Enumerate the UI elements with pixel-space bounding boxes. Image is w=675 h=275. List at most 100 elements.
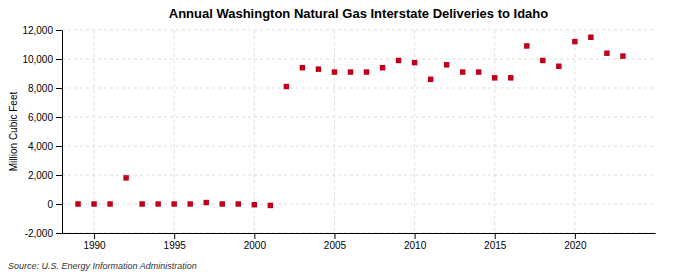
grid-line — [62, 117, 655, 118]
point — [524, 43, 529, 48]
tick-label: 0 — [47, 199, 53, 210]
y-label: Million Cubic Feet — [8, 92, 19, 172]
point — [284, 84, 289, 89]
point — [316, 66, 321, 71]
tick-label: 2015 — [484, 240, 507, 251]
tick-mark — [56, 59, 62, 60]
tick-label: 1990 — [83, 240, 106, 251]
tick-mark — [56, 88, 62, 89]
tick-mark — [56, 30, 62, 31]
point — [620, 53, 625, 58]
tick: 1990 — [83, 233, 106, 251]
point — [540, 58, 545, 63]
tick-mark — [415, 233, 416, 239]
tick: 2010 — [404, 233, 427, 251]
tick-label: -2,000 — [25, 228, 54, 239]
tick-label: 12,000 — [22, 25, 53, 36]
annotation: Source: U.S. Energy Information Administ… — [8, 261, 197, 271]
tick-label: 2010 — [404, 240, 427, 251]
grid — [62, 30, 655, 233]
tick-mark — [56, 204, 62, 205]
point — [492, 75, 497, 80]
tick: 2000 — [244, 233, 267, 251]
title: Annual Washington Natural Gas Interstate… — [169, 6, 549, 21]
point — [139, 201, 144, 206]
chart: 1990 1995 2000 2005 2010 2015 2020 -2,000 0 2,000… — [0, 0, 675, 275]
tick-mark — [56, 146, 62, 147]
tick-mark — [575, 233, 576, 239]
tick: 4,000 — [28, 141, 62, 152]
tick: 2015 — [484, 233, 507, 251]
tick-mark — [495, 233, 496, 239]
grid-line — [62, 59, 655, 60]
point — [107, 201, 112, 206]
point — [556, 64, 561, 69]
point — [460, 69, 465, 74]
tick-label: 8,000 — [28, 83, 53, 94]
point — [604, 50, 609, 55]
tick-label: 10,000 — [22, 54, 53, 65]
y-axis: -2,000 0 2,000 4,000 6,000 8,000 10,000 12,000 — [22, 25, 62, 239]
point — [396, 58, 401, 63]
point — [236, 201, 241, 206]
tick: 2,000 — [28, 170, 62, 181]
tick-label: 4,000 — [28, 141, 53, 152]
tick-label: 1995 — [164, 240, 187, 251]
point — [428, 77, 433, 82]
point — [380, 65, 385, 70]
point — [155, 201, 160, 206]
grid-line — [574, 30, 575, 233]
point — [332, 69, 337, 74]
grid-line — [334, 30, 335, 233]
tick-mark — [56, 117, 62, 118]
tick-label: 2000 — [244, 240, 267, 251]
tick-label: 2005 — [324, 240, 347, 251]
grid-line — [494, 30, 495, 233]
point — [508, 75, 513, 80]
tick: 6,000 — [28, 112, 62, 123]
point — [476, 69, 481, 74]
tick-mark — [94, 233, 95, 239]
point — [348, 69, 353, 74]
point — [204, 200, 209, 205]
tick: 0 — [47, 199, 62, 210]
tick-label: 6,000 — [28, 112, 53, 123]
tick-label: 2020 — [564, 240, 587, 251]
tick: 12,000 — [22, 25, 62, 36]
tick-mark — [334, 233, 335, 239]
tick: 10,000 — [22, 54, 62, 65]
tick-mark — [174, 233, 175, 239]
plot: 1990 1995 2000 2005 2010 2015 2020 -2,000 0 2,000… — [22, 25, 655, 251]
tick-mark — [254, 233, 255, 239]
tick: 8,000 — [28, 83, 62, 94]
grid-line — [62, 88, 655, 89]
point — [252, 202, 257, 207]
point — [75, 201, 80, 206]
tick-mark — [56, 175, 62, 176]
point — [364, 69, 369, 74]
tick: -2,000 — [25, 228, 62, 239]
point — [171, 201, 176, 206]
points — [75, 35, 625, 209]
point — [268, 203, 273, 208]
point — [187, 201, 192, 206]
point — [412, 60, 417, 65]
grid-line — [62, 175, 655, 176]
point — [91, 201, 96, 206]
point — [300, 65, 305, 70]
grid-line — [62, 30, 655, 31]
point — [220, 201, 225, 206]
tick: 1995 — [164, 233, 187, 251]
tick-mark — [56, 233, 62, 234]
grid-line — [62, 204, 655, 205]
tick: 2005 — [324, 233, 347, 251]
point — [572, 39, 577, 44]
point — [588, 35, 593, 40]
grid-line — [62, 233, 655, 234]
x-axis: 1990 1995 2000 2005 2010 2015 2020 — [63, 233, 656, 251]
point — [123, 175, 128, 180]
tick-label: 2,000 — [28, 170, 53, 181]
point — [444, 62, 449, 67]
grid-line — [62, 146, 655, 147]
axis-line — [62, 31, 63, 234]
